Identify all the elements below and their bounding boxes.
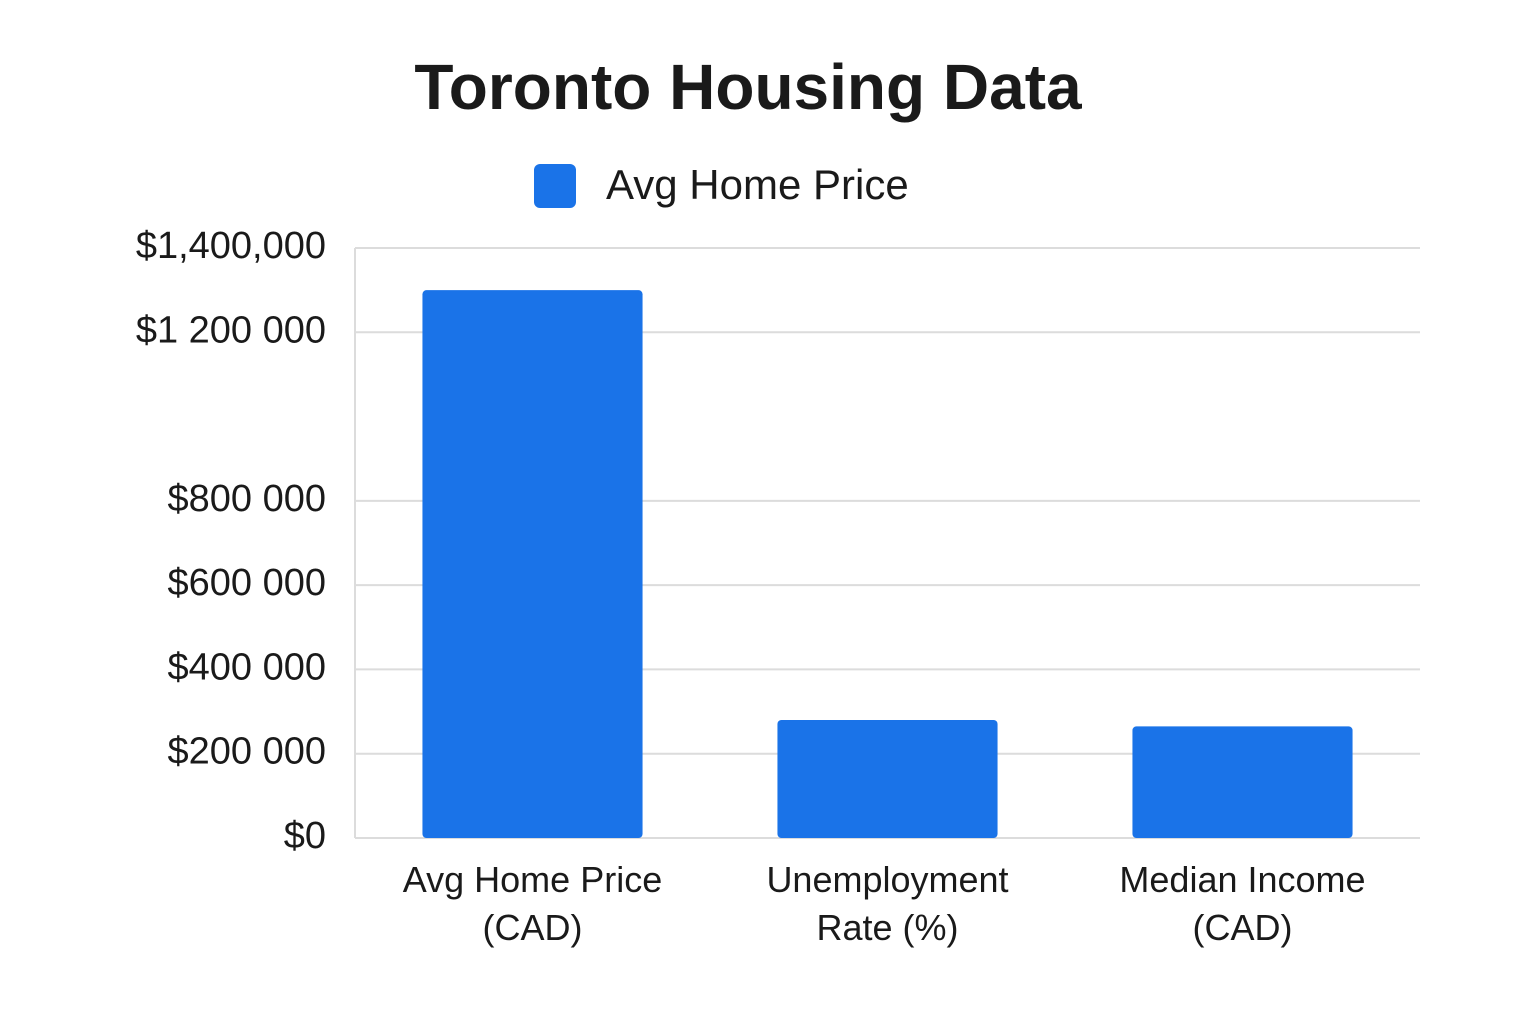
chart-title: Toronto Housing Data (414, 51, 1082, 123)
y-tick-label: $200 000 (168, 731, 327, 773)
bar (1132, 726, 1353, 838)
x-tick-label: Avg Home Price (CAD) (402, 859, 663, 948)
y-tick-label: $800 000 (168, 478, 327, 520)
y-tick-label: $0 (284, 815, 326, 857)
y-tick-label: $600 000 (168, 562, 327, 604)
legend-label: Avg Home Price (606, 161, 909, 208)
y-tick-label: $400 000 (168, 646, 327, 688)
y-tick-label: $1,400,000 (136, 225, 326, 267)
x-tick-label: Unemployment Rate (%) (766, 859, 1009, 948)
x-tick-label: Median Income (CAD) (1119, 859, 1366, 948)
bar (777, 720, 998, 838)
bar (422, 290, 643, 839)
legend-swatch (534, 164, 576, 208)
y-tick-label: $1 200 000 (136, 309, 326, 351)
